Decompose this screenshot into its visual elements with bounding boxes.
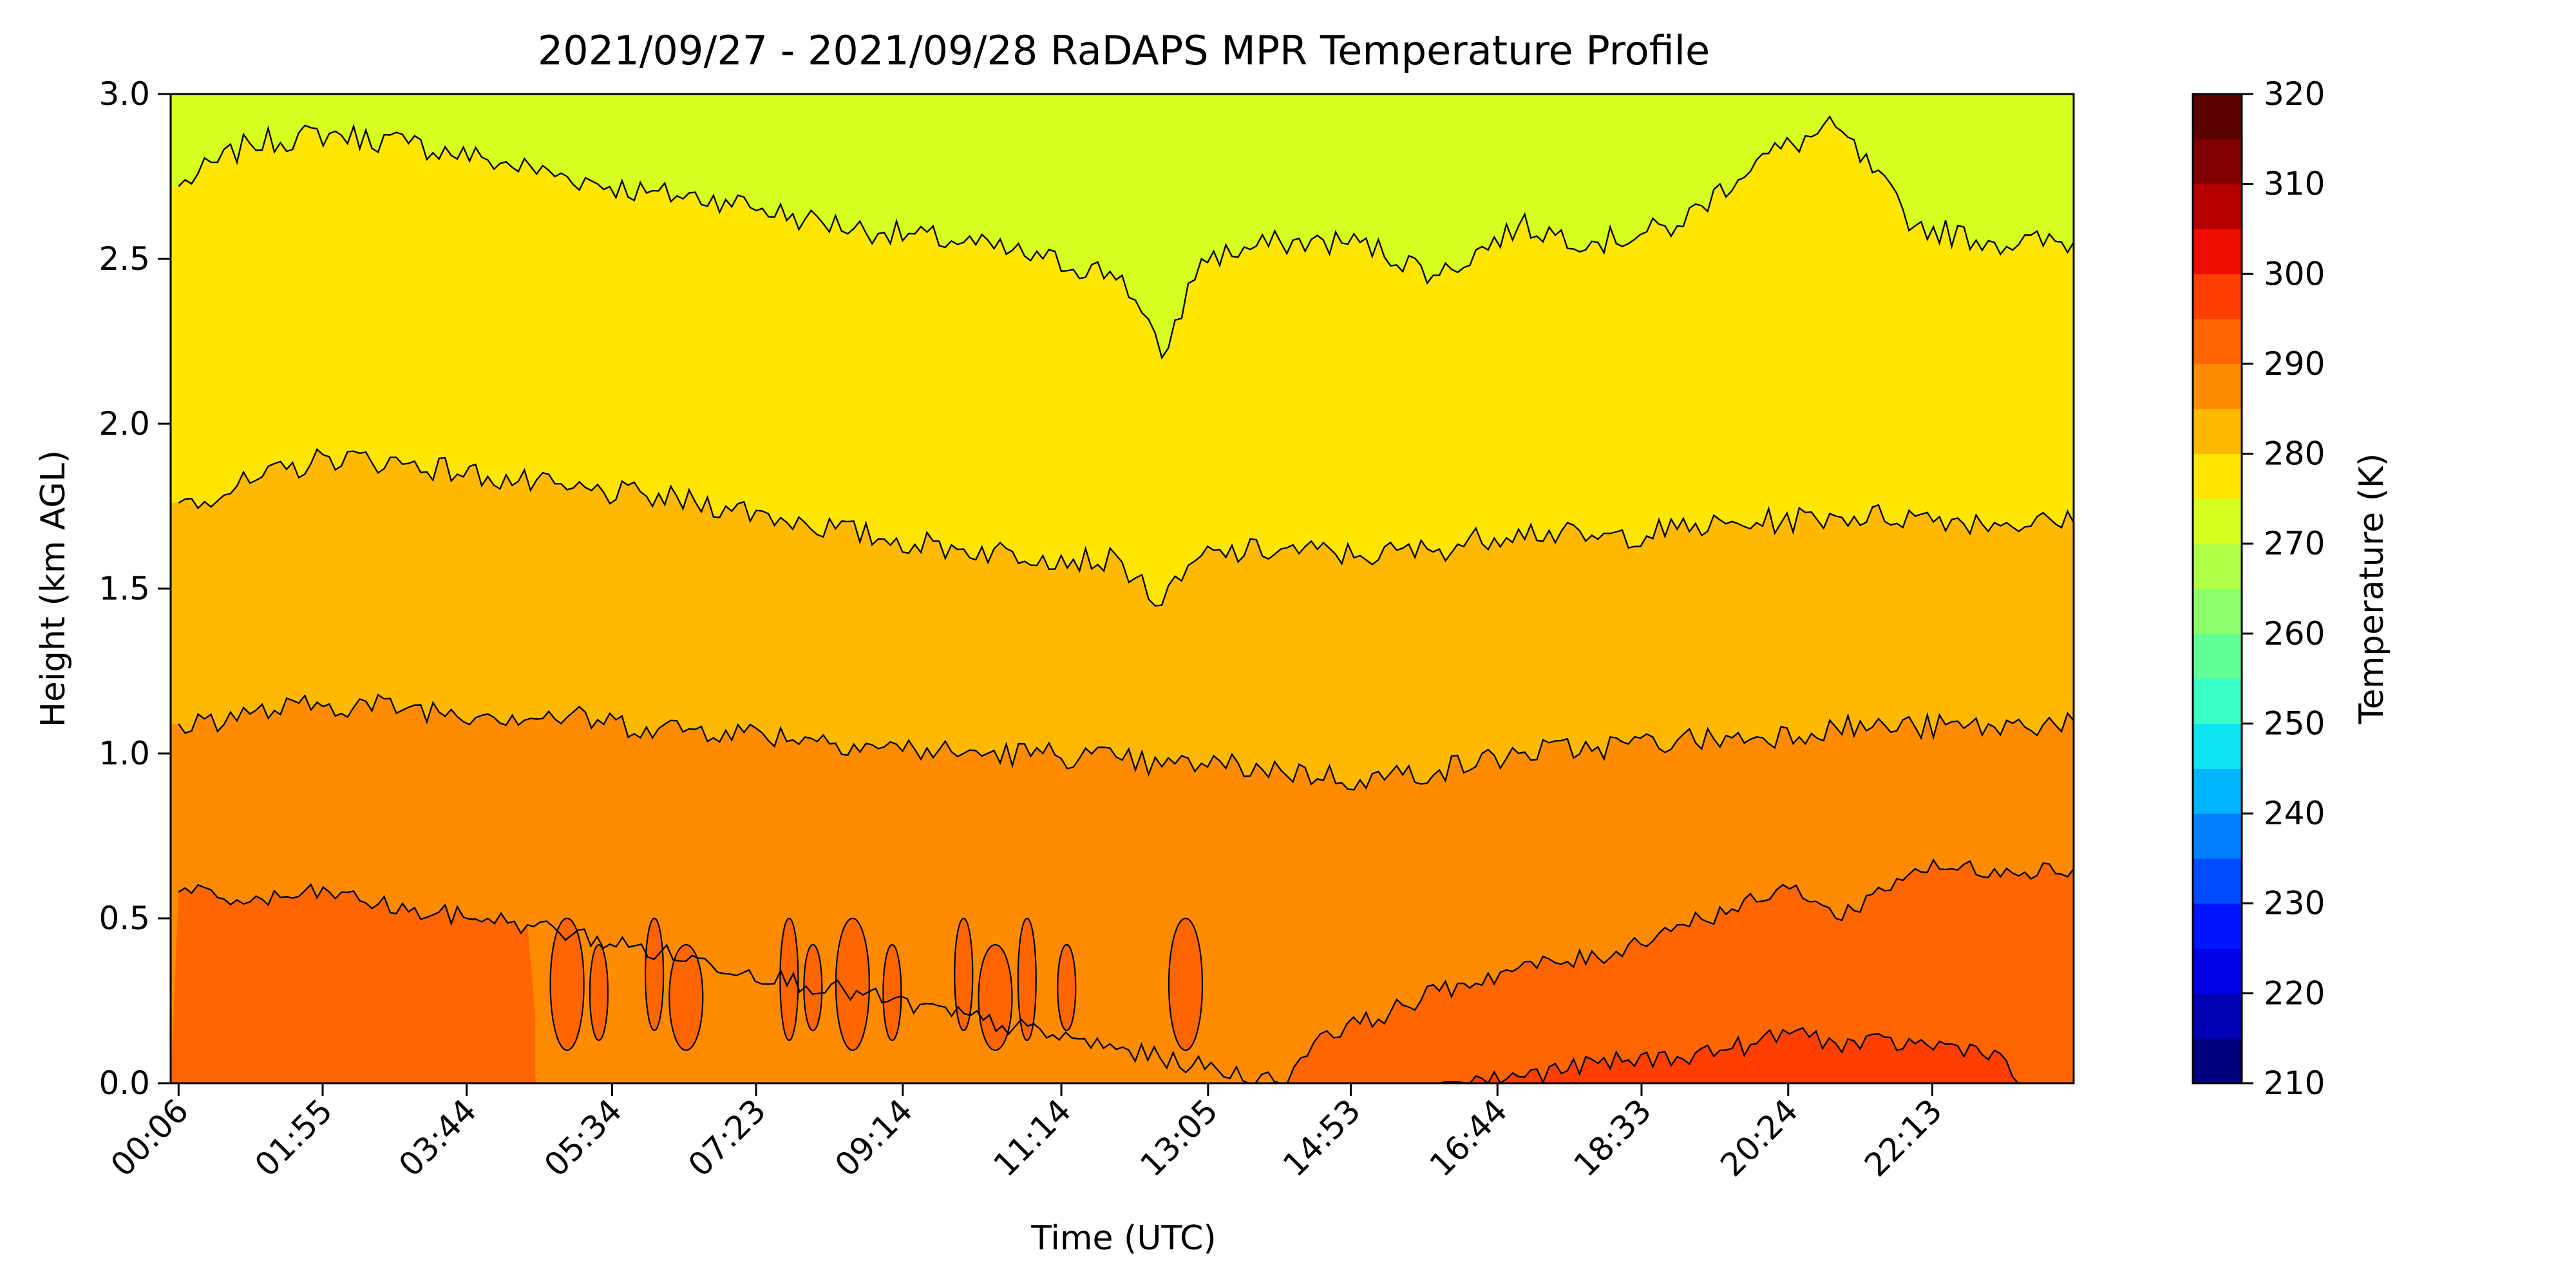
y-tick-label: 3.0 — [99, 75, 150, 113]
x-tick-label: 00:06 — [104, 1092, 196, 1184]
band-295-300-morning — [171, 884, 536, 1083]
colorbar-tick-label: 320 — [2264, 75, 2325, 113]
y-axis: 0.0 0.5 1.0 1.5 2.0 2.5 3.0 — [99, 75, 171, 1102]
colorbar-tick-label: 240 — [2264, 795, 2325, 832]
colorbar-swatch — [2193, 903, 2242, 949]
colorbar-frame — [2192, 93, 2243, 1084]
x-tick-label: 18:33 — [1567, 1092, 1659, 1184]
colorbar-tick-label: 280 — [2264, 435, 2325, 473]
warm-pocket — [668, 943, 704, 1051]
x-tick-label: 13:05 — [1133, 1092, 1225, 1184]
colorbar-swatch — [2193, 94, 2242, 140]
colorbar-swatch — [2193, 274, 2242, 319]
isoline-4 — [1439, 1027, 2019, 1084]
colorbar-swatch — [2193, 723, 2242, 769]
y-tick-label: 1.5 — [99, 570, 150, 607]
x-axis: 00:06 01:55 03:44 05:34 07:23 09:14 11:14 13:05… — [104, 1083, 1949, 1184]
warm-pocket — [1168, 917, 1204, 1051]
warm-pocket — [1057, 943, 1077, 1032]
colorbar-swatch — [2193, 363, 2242, 410]
chart-title: 2021/09/27 - 2021/09/28 RaDAPS MPR Tempe… — [538, 27, 1710, 74]
y-tick-label: 2.0 — [99, 405, 150, 442]
colorbar-swatch — [2193, 498, 2242, 544]
colorbar-swatch — [2193, 813, 2242, 859]
isoline-1 — [178, 448, 2075, 607]
colorbar-tick-label: 230 — [2264, 885, 2325, 922]
x-tick-label: 20:24 — [1713, 1092, 1805, 1184]
warm-pocket — [779, 917, 799, 1041]
x-tick-label: 22:13 — [1857, 1092, 1949, 1184]
colorbar-swatch — [2193, 589, 2242, 634]
colorbar-label: Temperature (K) — [2353, 453, 2391, 725]
colorbar-swatch — [2193, 1038, 2242, 1084]
colorbar-swatch — [2193, 453, 2242, 499]
colorbar-swatch — [2193, 993, 2242, 1039]
warm-pocket — [644, 917, 665, 1032]
band-300-305 — [1439, 1028, 2018, 1083]
x-tick-label: 11:14 — [987, 1092, 1079, 1184]
contour-plot-area — [169, 93, 2075, 1084]
isoline-3 — [178, 858, 2074, 1084]
x-tick-label: 14:53 — [1276, 1092, 1368, 1184]
warm-pocket — [589, 943, 609, 1041]
colorbar-tick-label: 210 — [2264, 1065, 2325, 1102]
x-tick-label: 03:44 — [392, 1092, 484, 1184]
colorbar-swatch — [2193, 229, 2242, 274]
warm-pocket — [835, 917, 871, 1051]
y-axis-label: Height (km AGL) — [34, 450, 73, 727]
warm-pocket — [882, 943, 902, 1041]
x-tick-label: 01:55 — [248, 1092, 340, 1184]
y-tick-label: 0.5 — [99, 900, 150, 937]
y-tick-label: 2.5 — [99, 240, 150, 278]
isoline-2 — [178, 693, 2074, 791]
isoline-0 — [178, 115, 2075, 360]
colorbar-tick-label: 310 — [2264, 166, 2325, 203]
colorbar-tick-label: 270 — [2264, 525, 2325, 562]
warm-pocket — [549, 917, 585, 1051]
colorbar-tick-label: 260 — [2264, 615, 2325, 652]
colorbar: 210 220 230 240 250 260 270 280 290 300 310 320 — [2192, 75, 2325, 1102]
colorbar-swatch — [2193, 858, 2242, 904]
colorbar-swatch — [2193, 948, 2242, 994]
warm-pocket — [978, 943, 1013, 1051]
colorbar-swatch — [2193, 544, 2242, 589]
colorbar-swatch — [2193, 678, 2242, 724]
colorbar-tick-label: 290 — [2264, 345, 2325, 383]
band-295-300-afternoon — [1280, 860, 2074, 1083]
x-tick-label: 07:23 — [681, 1092, 773, 1184]
x-tick-label: 16:44 — [1423, 1092, 1515, 1184]
colorbar-tick-label: 220 — [2264, 974, 2325, 1012]
colorbar-swatch — [2193, 184, 2242, 229]
colorbar-swatch — [2193, 138, 2242, 185]
y-tick-label: 1.0 — [99, 735, 150, 772]
x-axis-label: Time (UTC) — [1030, 1219, 1216, 1258]
warm-pocket — [954, 917, 974, 1032]
colorbar-tick-label: 300 — [2264, 255, 2325, 292]
colorbar-tick-label: 250 — [2264, 705, 2325, 742]
x-tick-label: 05:34 — [537, 1092, 629, 1184]
colorbar-swatch — [2193, 319, 2242, 365]
colorbar-swatch — [2193, 768, 2242, 814]
warm-pocket — [1017, 917, 1037, 1041]
colorbar-swatch — [2193, 633, 2242, 679]
x-tick-label: 09:14 — [828, 1092, 920, 1184]
colorbar-swatch — [2193, 408, 2242, 455]
y-tick-label: 0.0 — [99, 1065, 150, 1102]
